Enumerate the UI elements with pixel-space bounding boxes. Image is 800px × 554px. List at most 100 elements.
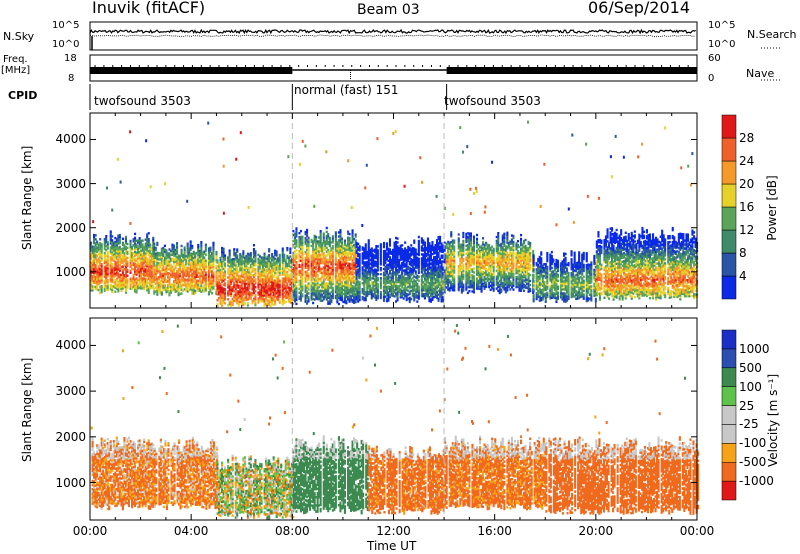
data-cell	[325, 242, 328, 245]
data-cell	[340, 293, 343, 296]
data-cell	[385, 290, 388, 293]
data-cell	[200, 272, 203, 276]
data-cell	[431, 258, 434, 262]
data-cell	[96, 272, 99, 275]
data-cell	[367, 265, 370, 268]
data-cell	[201, 259, 204, 262]
data-cell	[390, 276, 393, 279]
data-cell	[367, 284, 370, 288]
data-cell	[171, 283, 174, 286]
data-cell	[159, 270, 162, 273]
data-cell	[263, 264, 266, 267]
data-cell	[111, 239, 114, 242]
data-cell	[325, 282, 328, 285]
data-cell	[361, 288, 364, 291]
data-cell	[222, 247, 225, 251]
data-cell	[171, 259, 174, 262]
data-cell	[171, 289, 174, 292]
data-cell	[292, 243, 295, 247]
data-cell	[251, 262, 254, 265]
data-cell	[393, 295, 396, 298]
data-cell	[123, 268, 126, 271]
data-cell	[336, 243, 339, 246]
data-cell	[292, 261, 295, 264]
data-cell	[312, 240, 315, 243]
data-cell	[120, 289, 123, 292]
data-cell	[411, 276, 414, 280]
data-cell	[373, 274, 376, 277]
data-cell	[123, 281, 126, 285]
data-cell	[162, 272, 165, 275]
data-cell	[355, 245, 358, 249]
data-cell	[307, 254, 310, 257]
data-cell	[343, 255, 346, 258]
data-cell	[289, 269, 292, 272]
data-cell	[411, 262, 414, 266]
data-cell	[252, 250, 255, 253]
data-cell	[401, 285, 404, 289]
data-cell	[293, 276, 296, 279]
data-cell	[347, 266, 350, 269]
data-cell	[144, 254, 147, 257]
data-cell	[330, 249, 333, 252]
data-cell	[287, 290, 290, 293]
data-cell	[292, 251, 295, 255]
data-cell	[328, 286, 331, 289]
data-cell	[117, 286, 120, 289]
data-cell	[325, 254, 328, 257]
data-cell	[204, 243, 207, 246]
data-cell	[120, 273, 123, 277]
data-cell	[307, 264, 310, 267]
data-cell	[103, 261, 106, 265]
data-cell	[157, 276, 160, 279]
data-cell	[262, 300, 265, 303]
data-cell	[207, 249, 210, 252]
data-cell	[384, 251, 387, 255]
data-cell	[375, 268, 378, 272]
data-cell	[277, 296, 280, 300]
data-cell	[376, 294, 379, 298]
data-cell	[408, 249, 411, 252]
data-cell	[306, 244, 309, 248]
data-cell	[428, 250, 431, 253]
data-cell	[277, 275, 280, 278]
data-cell	[195, 285, 198, 288]
data-cell	[429, 284, 432, 287]
data-cell	[401, 262, 404, 265]
data-cell	[355, 297, 358, 300]
data-cell	[413, 295, 416, 298]
data-cell	[159, 256, 162, 259]
data-cell	[93, 281, 96, 284]
data-cell	[358, 247, 361, 250]
data-cell	[271, 253, 274, 256]
data-cell	[237, 292, 240, 295]
data-cell	[319, 299, 322, 302]
data-cell	[124, 287, 127, 290]
data-cell	[118, 253, 121, 257]
data-cell	[272, 275, 275, 279]
data-cell	[274, 263, 277, 266]
data-cell	[243, 264, 246, 267]
data-cell	[316, 260, 319, 263]
data-cell	[321, 257, 324, 261]
data-cell	[307, 274, 310, 277]
data-cell	[262, 296, 265, 299]
data-cell	[434, 245, 437, 249]
data-cell	[168, 292, 171, 295]
data-cell	[134, 246, 137, 249]
data-cell	[204, 247, 207, 250]
data-cell	[234, 256, 237, 259]
data-cell	[313, 286, 316, 289]
data-cell	[146, 283, 149, 286]
data-cell	[271, 274, 274, 278]
data-cell	[284, 289, 287, 292]
data-cell	[266, 257, 269, 260]
data-cell	[96, 242, 99, 245]
data-cell	[159, 280, 162, 283]
data-cell	[194, 260, 197, 263]
data-cell	[379, 243, 382, 246]
data-cell	[379, 284, 382, 288]
data-cell	[237, 276, 240, 279]
data-cell	[396, 257, 399, 260]
data-cell	[283, 255, 286, 259]
